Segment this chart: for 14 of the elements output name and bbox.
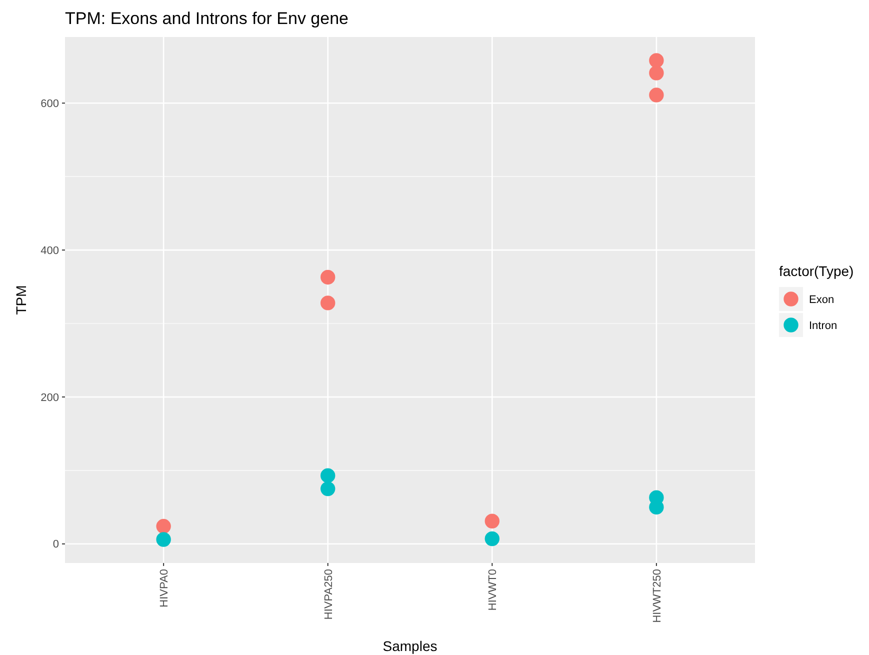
legend-title: factor(Type) [779,263,854,279]
y-axis-title: TPM [13,285,29,315]
x-tick-label: HIVPA0 [158,569,171,608]
legend-label: Intron [809,320,838,332]
y-tick-label: 600 [40,98,59,110]
x-tick-label: HIVPA250 [322,569,335,620]
chart-title: TPM: Exons and Introns for Env gene [65,9,348,28]
legend-label: Exon [809,294,834,306]
x-axis-title: Samples [382,638,438,654]
y-tick-label: 200 [40,392,59,404]
y-tick-label: 400 [40,244,59,257]
y-tick-label: 0 [52,538,59,551]
x-tick-label: HIVWT0 [487,569,500,611]
x-tick-label: HIVWT250 [651,569,664,623]
